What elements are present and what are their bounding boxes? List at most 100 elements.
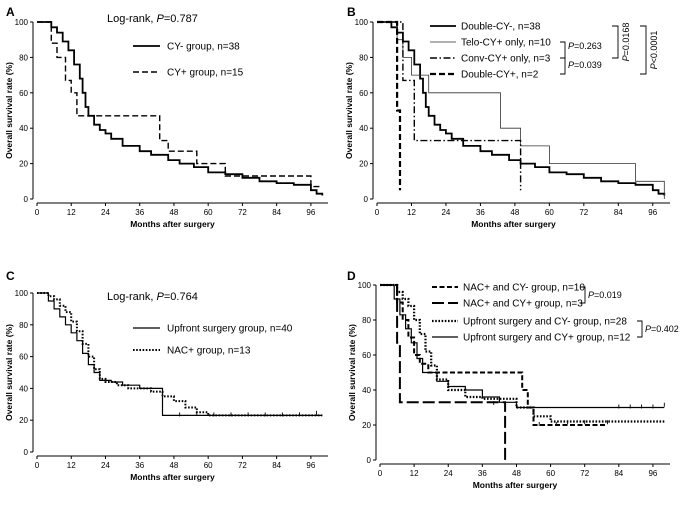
y-tick-label: 40	[19, 124, 28, 133]
x-axis-label: Months after surgery	[471, 219, 556, 229]
legend-label-1: CY- group, n=38	[167, 42, 240, 53]
y-tick-label: 20	[19, 160, 28, 169]
y-axis-label: Overall survival rate (%)	[347, 324, 357, 421]
y-tick-label: 20	[362, 421, 371, 430]
x-tick-label: 96	[648, 208, 657, 217]
x-tick-label: 60	[545, 208, 554, 217]
y-tick-label: 0	[24, 195, 29, 204]
pvalue-b-3: P=0.0168	[621, 23, 631, 62]
x-axis-label: Months after surgery	[473, 480, 558, 490]
y-axis-label: Overall survival rate (%)	[344, 62, 354, 159]
x-tick-label: 96	[648, 469, 657, 478]
legend-label-1: NAC+ and CY- group, n=10	[463, 283, 585, 294]
x-tick-label: 84	[614, 469, 623, 478]
pvalue-b-3-symbol: P	[621, 55, 631, 61]
logrank-p: P	[157, 291, 165, 303]
legend-label-4: Upfront surgery and CY+ group, n=12	[463, 333, 631, 344]
x-tick-label: 60	[204, 208, 213, 217]
logrank-value: =0.787	[164, 13, 198, 25]
panel-label: D	[347, 269, 356, 283]
y-tick-label: 0	[367, 456, 372, 465]
pvalue-b-4-value: <0.0001	[649, 31, 659, 64]
series-line-2	[37, 21, 323, 188]
y-tick-label: 100	[355, 18, 369, 27]
y-tick-label: 60	[19, 353, 28, 362]
x-tick-label: 36	[135, 208, 144, 217]
pvalue-b-4-symbol: P	[649, 63, 659, 69]
series-line-2	[37, 292, 323, 417]
legend-label-2: Telo-CY+ only, n=10	[461, 38, 551, 49]
y-tick-label: 60	[362, 351, 371, 360]
x-axis-label: Months after surgery	[130, 219, 215, 229]
x-tick-label: 0	[375, 208, 380, 217]
x-tick-label: 72	[580, 469, 589, 478]
pvalue-d-2-symbol: P	[645, 324, 651, 334]
logrank-value: =0.764	[164, 291, 198, 303]
x-tick-label: 36	[476, 208, 485, 217]
x-tick-label: 60	[204, 461, 213, 470]
x-tick-label: 0	[35, 461, 40, 470]
x-tick-label: 12	[67, 208, 76, 217]
bracket-b-1	[560, 41, 566, 59]
logrank-annotation: Log-rank, P=0.787	[107, 13, 198, 25]
x-tick-label: 48	[512, 469, 521, 478]
bracket-b-3	[612, 25, 619, 59]
pvalue-b-4: P<0.0001	[649, 31, 659, 70]
bracket-b-4	[640, 25, 647, 75]
x-tick-label: 12	[410, 469, 419, 478]
x-tick-label: 72	[579, 208, 588, 217]
x-tick-label: 60	[546, 469, 555, 478]
panel-b: B 0 12 24 36 48 60 72 84 96 0 20 40 60 80 100 Months aft…	[344, 5, 670, 229]
pvalue-d-1: P=0.019	[588, 290, 622, 300]
x-tick-label: 84	[272, 208, 281, 217]
y-tick-label: 0	[24, 448, 29, 457]
series-line-4	[380, 284, 665, 409]
x-tick-label: 96	[306, 208, 315, 217]
y-tick-label: 60	[19, 89, 28, 98]
panel-d: D 0 12 24 36 48 60 72 84 96 0 20 40 60 80 100 Months aft…	[347, 269, 679, 490]
panel-label: B	[347, 5, 356, 19]
pvalue-b-3-value: =0.0168	[621, 23, 631, 56]
series-line-3	[380, 283, 665, 423]
bracket-b-2	[560, 57, 566, 75]
series-line-1	[37, 21, 324, 196]
x-tick-label: 96	[306, 461, 315, 470]
pvalue-b-1-symbol: P	[568, 41, 574, 51]
y-tick-label: 100	[358, 281, 372, 290]
x-tick-label: 36	[135, 461, 144, 470]
y-axis-label: Overall survival rate (%)	[4, 324, 14, 421]
y-tick-label: 80	[359, 53, 368, 62]
x-tick-label: 36	[478, 469, 487, 478]
pvalue-d-1-symbol: P	[588, 290, 594, 300]
y-tick-label: 100	[15, 18, 29, 27]
y-tick-label: 40	[359, 124, 368, 133]
x-tick-label: 48	[169, 208, 178, 217]
series-line-4	[377, 20, 402, 191]
y-tick-label: 80	[19, 321, 28, 330]
legend-label-2: NAC+ group, n=13	[167, 346, 251, 357]
x-tick-label: 48	[169, 461, 178, 470]
pvalue-b-2-symbol: P	[568, 60, 574, 70]
legend-label-4: Double-CY+, n=2	[461, 70, 539, 81]
y-axis-label: Overall survival rate (%)	[4, 62, 14, 159]
y-tick-label: 40	[362, 386, 371, 395]
panel-a: A 0 12 24 36 48 60 72 84 96 0 20 40 60 80 100 Months aft…	[4, 5, 328, 229]
series-line-3	[377, 21, 522, 191]
panel-label: C	[6, 269, 15, 283]
x-tick-label: 24	[101, 461, 110, 470]
pvalue-b-2: P=0.039	[568, 60, 602, 70]
x-tick-label: 24	[101, 208, 110, 217]
y-tick-label: 20	[19, 416, 28, 425]
legend-label-2: CY+ group, n=15	[167, 68, 244, 79]
logrank-prefix: Log-rank,	[107, 291, 157, 303]
legend-label-1: Upfront surgery group, n=40	[167, 324, 293, 335]
x-tick-label: 0	[35, 208, 40, 217]
bracket-d-2	[637, 320, 643, 338]
x-tick-label: 48	[510, 208, 519, 217]
legend-label-3: Upfront surgery and CY- group, n=28	[463, 317, 627, 328]
x-tick-label: 72	[238, 208, 247, 217]
panel-c: C 0 12 24 36 48 60 72 84 96 0 20 40 60 80 100 Months aft…	[4, 269, 328, 482]
legend-label-2: NAC+ and CY+ group, n=3	[463, 299, 583, 310]
pvalue-b-2-value: =0.039	[574, 60, 602, 70]
x-tick-label: 84	[614, 208, 623, 217]
